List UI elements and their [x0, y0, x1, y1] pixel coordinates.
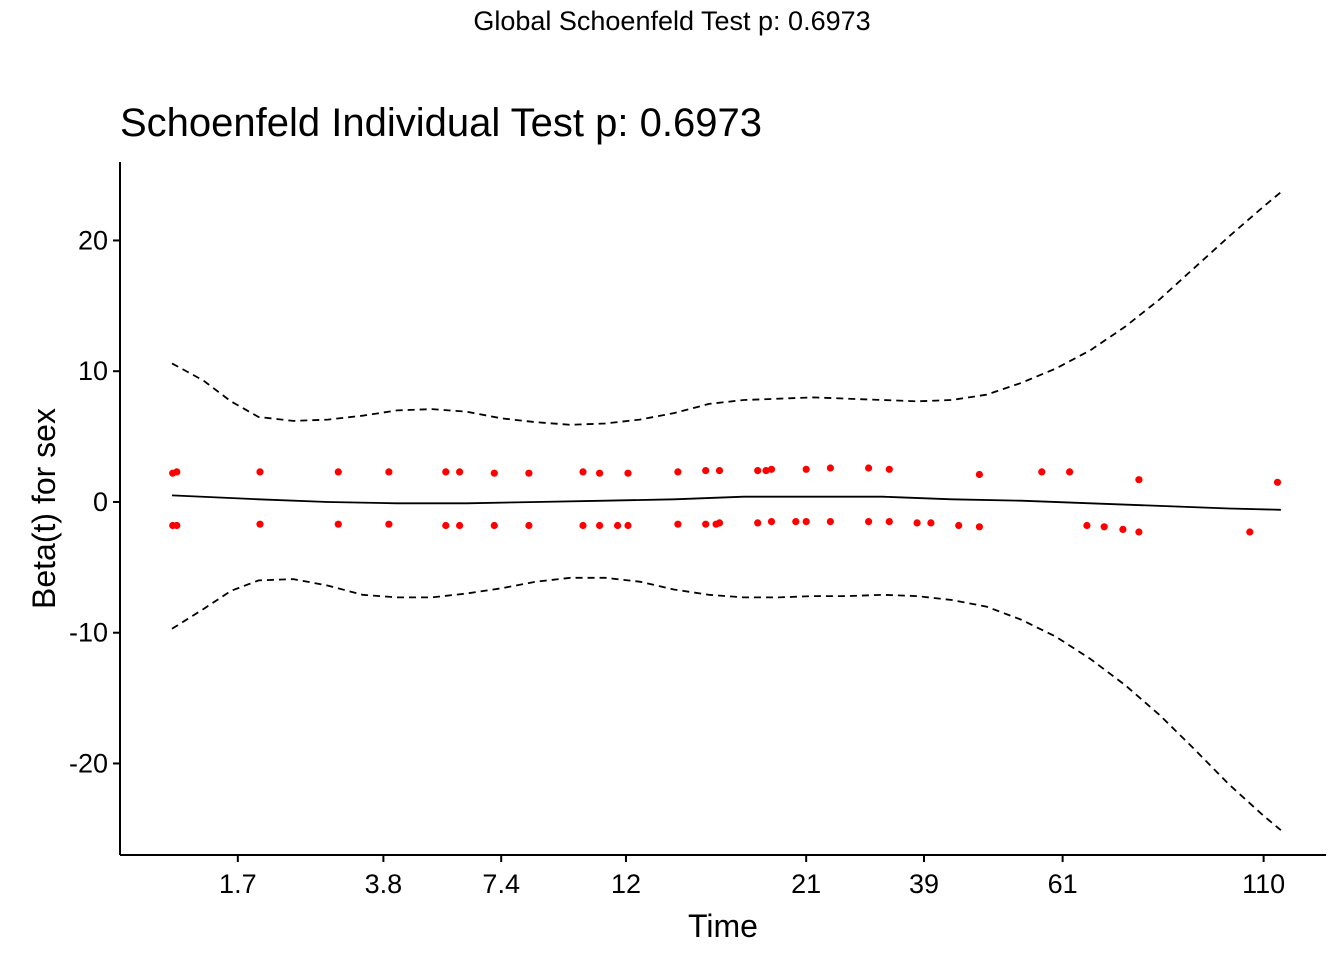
- residual-point: [715, 519, 724, 527]
- residual-point: [385, 520, 393, 528]
- plot-area: [169, 191, 1282, 831]
- residual-point: [762, 467, 770, 475]
- residual-point: [927, 519, 935, 527]
- x-axis-ticks: 1.7 3.8 7.4 12 21 39 61 110: [219, 855, 1285, 899]
- plot-title: Schoenfeld Individual Test p: 0.6973: [120, 101, 762, 145]
- residual-point: [456, 468, 464, 476]
- fit-line: [171, 494, 1281, 511]
- x-tick-label: 3.8: [365, 869, 403, 899]
- residual-point: [715, 467, 724, 475]
- residual-point: [674, 468, 682, 476]
- y-axis-title: Beta(t) for sex: [26, 408, 62, 609]
- residual-point: [767, 518, 776, 526]
- residual-point: [1100, 523, 1108, 531]
- x-tick-label: 39: [909, 869, 939, 899]
- residual-point: [173, 521, 181, 530]
- residual-point: [525, 521, 533, 530]
- y-tick-label: 0: [93, 487, 108, 517]
- residual-point: [173, 468, 181, 476]
- residual-point: [1083, 521, 1091, 530]
- residual-point: [624, 469, 632, 477]
- residual-point: [885, 518, 893, 526]
- residual-point: [865, 464, 873, 472]
- y-tick-label: -10: [69, 618, 108, 648]
- x-axis-title: Time: [688, 908, 758, 944]
- residual-point: [385, 468, 393, 476]
- x-tick-label: 1.7: [219, 869, 257, 899]
- residual-point: [802, 518, 810, 526]
- residual-point: [456, 521, 464, 530]
- y-tick-label: -20: [69, 748, 108, 778]
- residual-point: [596, 469, 604, 477]
- axes: [119, 162, 1326, 856]
- upper-line: [171, 191, 1282, 426]
- residual-point: [1273, 478, 1282, 486]
- residual-point: [754, 467, 762, 475]
- residual-point: [624, 521, 632, 530]
- residual-point: [1066, 468, 1074, 476]
- residual-point: [579, 468, 587, 476]
- residual-point: [490, 469, 498, 477]
- residual-point: [802, 465, 810, 473]
- global-test-title: Global Schoenfeld Test p: 0.6973: [473, 6, 871, 36]
- residual-point: [1135, 476, 1143, 484]
- residual-point: [596, 521, 604, 530]
- residual-point: [674, 520, 682, 528]
- residual-point: [955, 521, 963, 530]
- residual-point: [1135, 528, 1143, 536]
- y-axis-ticks: -20 -10 0 10 20: [69, 225, 120, 778]
- residual-point: [826, 518, 835, 526]
- residual-point: [256, 520, 264, 528]
- residual-point: [975, 523, 984, 531]
- y-tick-label: 10: [78, 356, 108, 386]
- residual-point: [754, 519, 762, 527]
- residual-point: [579, 521, 587, 530]
- residual-point: [1119, 525, 1127, 534]
- residual-point: [702, 520, 710, 528]
- residual-point: [614, 521, 622, 530]
- residual-point: [1246, 528, 1254, 536]
- residual-point: [767, 465, 776, 473]
- y-tick-label: 20: [78, 225, 108, 255]
- x-tick-label: 7.4: [482, 869, 520, 899]
- x-tick-label: 61: [1048, 869, 1078, 899]
- residual-point: [525, 469, 533, 477]
- lower-line: [171, 576, 1282, 831]
- residual-point: [490, 521, 498, 530]
- residual-point: [975, 470, 984, 479]
- residual-point: [442, 521, 450, 530]
- x-tick-label: 12: [611, 869, 641, 899]
- residual-point: [334, 468, 342, 476]
- residual-point: [702, 467, 710, 475]
- residual-point: [792, 518, 800, 526]
- residual-point: [334, 520, 342, 528]
- residual-point: [256, 468, 264, 476]
- residual-point: [826, 464, 835, 472]
- residual-point: [442, 468, 450, 476]
- x-tick-label: 110: [1242, 869, 1285, 899]
- residual-point: [865, 518, 873, 526]
- residual-point: [913, 519, 921, 527]
- residual-point: [885, 465, 893, 473]
- residual-point: [1038, 468, 1046, 476]
- x-tick-label: 21: [791, 869, 821, 899]
